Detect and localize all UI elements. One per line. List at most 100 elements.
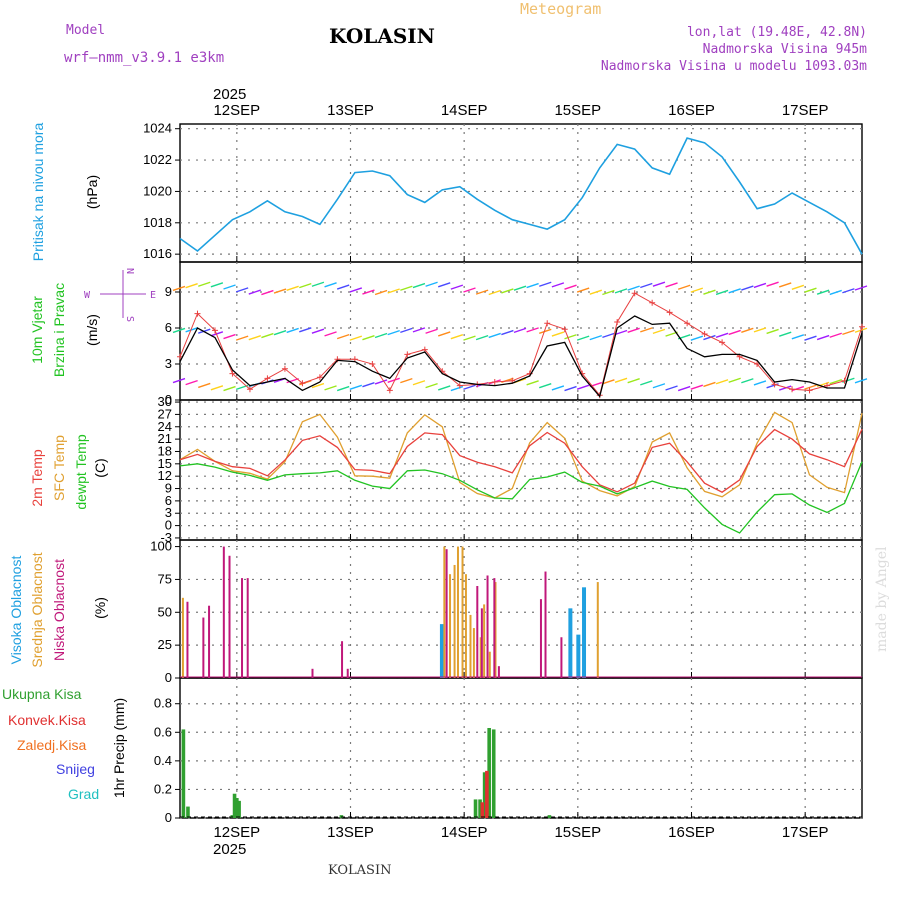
wind-direction-arrow xyxy=(362,382,375,388)
wind-gust-marker xyxy=(701,331,708,337)
wind-direction-arrow xyxy=(349,287,363,293)
wind-direction-arrow xyxy=(172,285,186,292)
wind-gust-marker xyxy=(544,320,551,327)
wind-direction-arrow xyxy=(349,384,363,390)
date-label-bottom: 15SEP xyxy=(554,824,601,841)
wind-direction-arrow xyxy=(210,385,224,391)
wind-direction-arrow xyxy=(614,377,628,383)
y-tick-label: -3 xyxy=(160,530,172,545)
low-cloud-bar xyxy=(341,641,344,678)
wind-direction-arrow xyxy=(299,282,312,289)
wind-direction-arrow xyxy=(526,380,539,386)
cloud-legend-high: Visoka Oblacnost xyxy=(8,556,24,665)
wind-direction-arrow xyxy=(589,289,602,295)
wind-gust-marker xyxy=(666,309,673,316)
wind-gust-marker xyxy=(614,319,621,325)
coords-label: lon,lat (19.48E, 42.8N) xyxy=(687,25,867,40)
wind-direction-arrow xyxy=(602,289,615,296)
wind-direction-arrow xyxy=(425,328,438,334)
watermark: made by Angel xyxy=(874,546,890,652)
wind-direction-arrow xyxy=(576,384,590,390)
mid-cloud-bar xyxy=(479,637,482,678)
wind-direction-arrow xyxy=(791,284,805,290)
wind-direction-arrow xyxy=(779,282,792,288)
wind-direction-arrow xyxy=(223,385,236,392)
wind-gust-marker xyxy=(404,351,411,358)
wind-direction-arrow xyxy=(185,283,198,289)
wind-direction-arrow xyxy=(741,378,754,384)
wind-direction-arrow xyxy=(791,334,805,340)
mid-cloud-bar xyxy=(483,604,486,678)
wind-direction-arrow xyxy=(463,287,476,293)
y-tick-label: 24 xyxy=(158,419,172,434)
wind-direction-arrow xyxy=(766,328,779,335)
y-tick-label: 15 xyxy=(158,456,172,471)
wind-direction-arrow xyxy=(690,335,704,341)
wind-direction-arrow xyxy=(854,378,868,384)
wind-direction-arrow xyxy=(715,379,729,385)
wind-direction-arrow xyxy=(614,329,628,336)
wind-direction-arrow xyxy=(652,383,666,389)
wind-direction-arrow xyxy=(816,289,830,295)
y-tick-label: 30 xyxy=(158,394,172,409)
cloud-unit: (%) xyxy=(92,597,108,619)
mid-cloud-bar xyxy=(181,597,184,678)
y-tick-label: 3 xyxy=(165,356,172,371)
wind-direction-arrow xyxy=(640,282,653,289)
low-cloud-bar xyxy=(346,668,349,678)
wind-direction-arrow xyxy=(273,330,287,336)
y-tick-label: 9 xyxy=(165,481,172,496)
wind-direction-arrow xyxy=(652,281,666,287)
y-tick-label: 1016 xyxy=(143,246,172,261)
wind-direction-arrow xyxy=(665,385,678,391)
wind-direction-arrow xyxy=(614,288,628,294)
wind-direction-arrow xyxy=(198,382,211,389)
low-cloud-bar xyxy=(497,666,500,678)
wind-direction-arrow xyxy=(412,327,426,333)
wind-direction-arrow xyxy=(299,327,312,333)
low-cloud-bar xyxy=(486,575,489,678)
wind-direction-arrow xyxy=(728,288,741,294)
wind-direction-arrow xyxy=(475,289,489,295)
temp-legend-dewpt: dewpt Temp xyxy=(73,434,89,509)
wind-direction-arrow xyxy=(463,335,476,341)
wind-gust-marker xyxy=(386,387,393,394)
low-cloud-bar xyxy=(480,608,483,678)
pressure-unit: (hPa) xyxy=(84,175,100,209)
wind-direction-arrow xyxy=(210,282,224,288)
wind-direction-arrow xyxy=(728,329,741,336)
y-tick-label: 75 xyxy=(158,571,172,586)
wind-direction-arrow xyxy=(324,282,337,288)
wind-direction-arrow xyxy=(412,282,426,289)
wind-direction-arrow xyxy=(324,331,337,337)
wind-gust-marker xyxy=(456,382,463,389)
wind-direction-arrow xyxy=(248,289,261,295)
y-tick-label: 0.4 xyxy=(154,753,172,768)
panel-frame-0 xyxy=(179,123,863,263)
wind-speed-line xyxy=(179,315,863,398)
wind-direction-arrow xyxy=(753,380,767,386)
total-rain-bar xyxy=(487,728,491,818)
date-label-top: 17SEP xyxy=(782,102,829,119)
wind-direction-arrow xyxy=(804,287,817,293)
wind-gust-marker xyxy=(561,326,568,333)
mid-cloud-bar xyxy=(453,564,456,678)
compass-rose: W E N S xyxy=(84,268,156,322)
y-tick-label: 6 xyxy=(165,493,172,508)
wind-direction-arrow xyxy=(235,335,249,341)
wind-direction-arrow xyxy=(564,385,577,392)
panel-frame-4 xyxy=(179,677,863,819)
footer-station: KOLASIN xyxy=(328,863,391,878)
y-tick-label: 0.6 xyxy=(154,724,172,739)
wind-direction-arrow xyxy=(286,327,299,334)
y-tick-label: 25 xyxy=(158,637,172,652)
wind-direction-arrow xyxy=(539,383,552,389)
model-elevation-label: Nadmorska Visina u modelu 1093.03m xyxy=(601,59,867,74)
wind-direction-arrow xyxy=(627,378,640,384)
date-label-top: 12SEP xyxy=(213,102,260,119)
wind-direction-arrow xyxy=(235,287,249,293)
total-rain-bar xyxy=(491,729,496,818)
wind-direction-arrow xyxy=(842,329,855,336)
date-label-top: 13SEP xyxy=(327,102,374,119)
